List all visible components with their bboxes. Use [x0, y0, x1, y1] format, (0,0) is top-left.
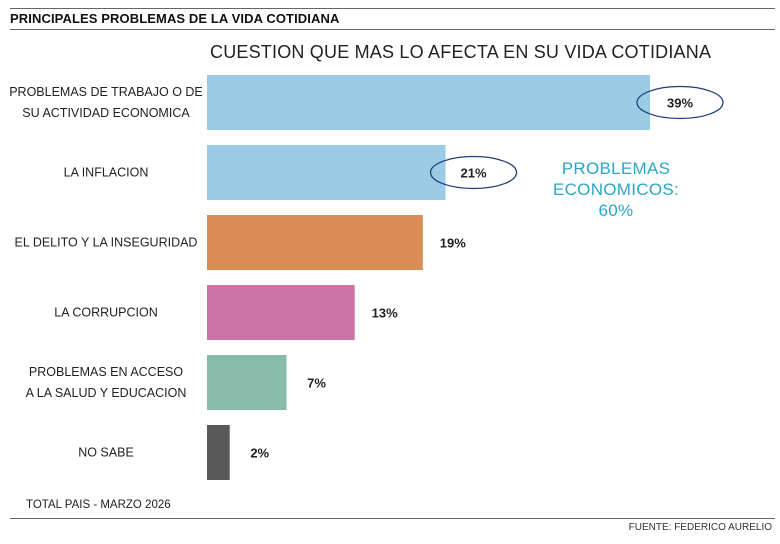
bar-6 — [207, 425, 230, 480]
source-credit: FUENTE: FEDERICO AURELIO — [628, 522, 772, 533]
bar-1 — [207, 75, 650, 130]
bar-5 — [207, 355, 287, 410]
footer-rule — [10, 518, 775, 519]
annotation-line-1: PROBLEMAS — [561, 159, 671, 178]
chart-title: CUESTION QUE MAS LO AFECTA EN SU VIDA CO… — [210, 42, 712, 62]
highlight-ellipse-2 — [429, 155, 518, 190]
value-label-6: 2% — [250, 446, 269, 461]
footer-note: TOTAL PAIS - MARZO 2026 — [26, 499, 171, 511]
category-label-2: LA INFLACION — [64, 166, 149, 180]
header-title: PRINCIPALES PROBLEMAS DE LA VIDA COTIDIA… — [10, 11, 340, 26]
category-label-1-line-1: PROBLEMAS DE TRABAJO O DE — [9, 85, 203, 99]
bar-3 — [207, 215, 423, 270]
bar-2 — [207, 145, 446, 200]
value-label-3: 19% — [440, 236, 466, 251]
value-label-5: 7% — [307, 376, 326, 391]
value-label-2: 21% — [461, 166, 487, 181]
annotation-line-2: ECONOMICOS: — [552, 180, 680, 199]
category-label-5-line-1: PROBLEMAS EN ACCESO — [29, 365, 183, 379]
category-label-3: EL DELITO Y LA INSEGURIDAD — [15, 236, 198, 250]
category-label-1-line-2: SU ACTIVIDAD ECONOMICA — [22, 106, 190, 120]
annotation-line-3: 60% — [598, 201, 634, 220]
value-label-1: 39% — [667, 96, 693, 111]
economic-problems-annotation: PROBLEMAS ECONOMICOS: 60% — [548, 158, 684, 221]
header-rule — [10, 29, 775, 30]
category-label-4: LA CORRUPCION — [54, 306, 158, 320]
value-label-4: 13% — [372, 306, 398, 321]
highlight-ellipse-1 — [636, 85, 724, 120]
top-rule — [10, 8, 775, 9]
bar-4 — [207, 285, 355, 340]
category-label-5-line-2: A LA SALUD Y EDUCACION — [26, 386, 187, 400]
category-label-6: NO SABE — [78, 446, 134, 460]
